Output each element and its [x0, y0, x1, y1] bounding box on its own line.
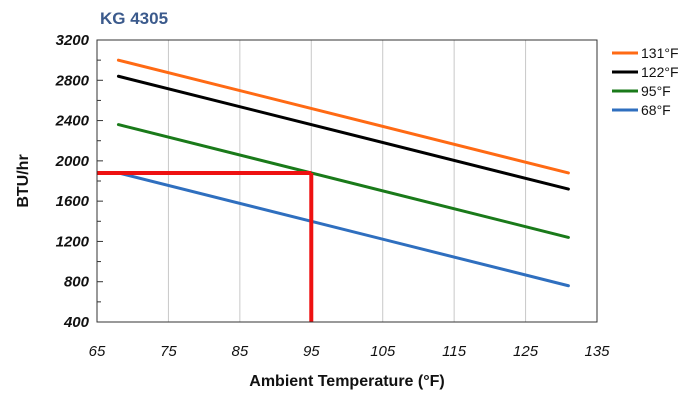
series-line — [116, 123, 570, 239]
chart-title: KG 4305 — [100, 9, 168, 28]
legend-label: 122°F — [641, 64, 679, 80]
series-line — [116, 171, 570, 288]
y-tick-label: 400 — [63, 314, 90, 331]
series-line — [116, 74, 570, 191]
y-tick-label: 800 — [64, 274, 90, 291]
y-tick-label: 1200 — [56, 233, 90, 250]
x-tick-label: 85 — [232, 343, 249, 360]
reference-lines — [97, 170, 314, 322]
y-tick-label: 1600 — [56, 193, 90, 210]
legend: 131°F 122°F 95°F 68°F — [612, 45, 679, 118]
grid-lines — [96, 40, 598, 322]
x-axis-label: Ambient Temperature (°F) — [249, 373, 444, 390]
x-tick-label: 125 — [513, 343, 539, 360]
y-tick-label: 3200 — [56, 32, 90, 49]
y-axis-label: BTU/hr — [15, 154, 32, 207]
y-tick-label: 2000 — [55, 153, 90, 170]
legend-label: 68°F — [641, 102, 671, 118]
y-tick-label: 2800 — [55, 72, 90, 89]
x-tick-label: 75 — [160, 343, 177, 360]
y-tick-label: 2400 — [55, 113, 90, 130]
x-tick-label: 65 — [89, 343, 106, 360]
plot-frame — [96, 39, 598, 323]
legend-label: 131°F — [641, 45, 679, 61]
series-lines — [116, 58, 570, 288]
y-axis: 400 800 1200 1600 2000 2400 2800 3200 — [55, 32, 103, 331]
legend-label: 95°F — [641, 83, 671, 99]
x-axis: 65 75 85 95 105 115 125 135 — [89, 343, 611, 360]
x-tick-label: 95 — [303, 343, 320, 360]
x-tick-label: 115 — [442, 343, 467, 360]
series-line — [116, 58, 570, 175]
x-tick-label: 105 — [370, 343, 396, 360]
x-tick-label: 135 — [584, 343, 610, 360]
